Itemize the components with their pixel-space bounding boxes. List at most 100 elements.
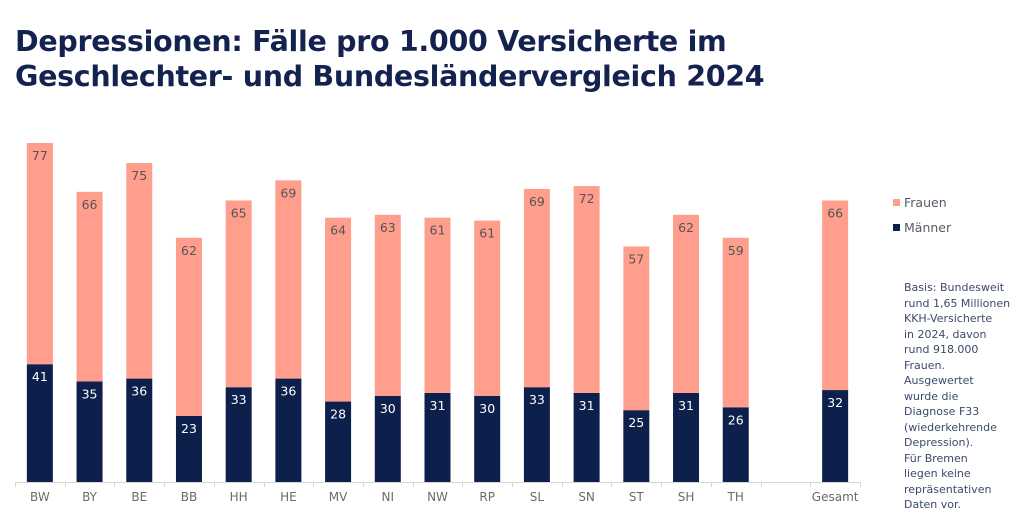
footnote-line: KKH-Versicherte: [904, 312, 993, 325]
data-label-maenner: 31: [579, 398, 595, 413]
data-label-maenner: 31: [678, 398, 694, 413]
chart-title: Depressionen: Fälle pro 1.000 Versichert…: [15, 24, 875, 94]
data-label-maenner: 36: [280, 384, 296, 399]
bar-frauen: [573, 186, 600, 393]
footnote-line: Depression).: [904, 436, 974, 449]
data-label-frauen: 61: [430, 223, 446, 238]
data-label-frauen: 65: [231, 205, 247, 220]
data-label-maenner: 33: [231, 392, 247, 407]
x-tick-label: SN: [578, 490, 595, 504]
footnote-line: repräsentativen: [904, 482, 992, 496]
footnote: Basis: Bundesweit rund 1,65 Millionen KKH-…: [904, 280, 1022, 513]
bar-maenner: [325, 401, 352, 482]
data-label-frauen: 69: [529, 194, 545, 209]
footnote-line: rund 918.000: [904, 343, 979, 356]
x-tick-label: MV: [329, 490, 348, 504]
data-label-maenner: 36: [131, 384, 147, 399]
footnote-line: Für Bremen: [904, 451, 968, 465]
footnote-line: Diagnose F33: [904, 405, 980, 418]
bar-frauen: [673, 214, 700, 393]
legend-label-frauen: Frauen: [904, 195, 947, 210]
x-tick-label: NI: [382, 490, 395, 504]
data-label-frauen: 61: [479, 226, 495, 241]
data-label-frauen: 59: [728, 243, 744, 258]
footnote-line: Basis: Bundesweit: [904, 281, 1005, 294]
data-label-maenner: 33: [529, 392, 545, 407]
bar-maenner: [424, 392, 451, 482]
bar-maenner: [722, 407, 749, 482]
bar-frauen: [76, 191, 103, 382]
data-label-maenner: 30: [380, 401, 396, 416]
data-label-frauen: 57: [628, 251, 644, 266]
bar-maenner: [374, 395, 401, 482]
x-tick-label: SH: [678, 490, 695, 504]
data-label-maenner: 28: [330, 407, 346, 422]
x-tick-label: SL: [530, 490, 545, 504]
footnote-line: liegen keine: [904, 467, 971, 480]
x-tick-label: HE: [280, 490, 297, 504]
footnote-line: rund 1,65 Millionen: [904, 296, 1011, 310]
bar-frauen: [26, 143, 53, 365]
x-tick-label: NW: [427, 490, 448, 504]
x-tick-label: Gesamt: [812, 490, 859, 504]
bar-maenner: [822, 390, 849, 482]
bar-frauen: [523, 188, 550, 388]
bar-frauen: [126, 163, 153, 379]
bar-frauen: [225, 200, 252, 388]
chart-title-line-2: Geschlechter- und Bundesländervergleich …: [15, 60, 765, 93]
data-label-maenner: 25: [628, 415, 644, 430]
data-label-frauen: 62: [678, 220, 694, 235]
data-label-frauen: 62: [181, 243, 197, 258]
x-tick-label: BY: [82, 490, 98, 504]
x-tick-label: RP: [479, 490, 495, 504]
bar-frauen: [822, 200, 849, 391]
bar-maenner: [126, 378, 153, 482]
data-label-maenner: 23: [181, 421, 197, 436]
legend-label-maenner: Männer: [904, 220, 952, 235]
data-label-maenner: 35: [82, 386, 98, 401]
data-label-frauen: 66: [82, 197, 98, 212]
footnote-line: (wiederkehrende: [904, 420, 997, 434]
x-tick-label: HH: [230, 490, 248, 504]
data-label-frauen: 75: [131, 168, 147, 183]
data-label-maenner: 32: [827, 395, 843, 410]
data-label-frauen: 64: [330, 223, 346, 238]
bar-maenner: [673, 392, 700, 482]
legend-swatch-maenner: [893, 224, 900, 231]
data-label-maenner: 41: [32, 369, 48, 384]
bar-frauen: [424, 217, 451, 393]
data-label-frauen: 63: [380, 220, 396, 235]
footnote-line: in 2024, davon: [904, 327, 987, 341]
data-label-frauen: 66: [827, 205, 843, 220]
bar-maenner: [523, 387, 550, 482]
bar-frauen: [175, 237, 202, 416]
chart-title-line-1: Depressionen: Fälle pro 1.000 Versichert…: [15, 25, 727, 58]
legend-swatch-frauen: [893, 199, 900, 206]
x-tick-label: TH: [727, 490, 744, 504]
data-label-maenner: 26: [728, 412, 744, 427]
data-label-maenner: 31: [430, 398, 446, 413]
bar-frauen: [275, 180, 302, 379]
footnote-line: Frauen.: [904, 358, 945, 372]
bar-maenner: [573, 392, 600, 482]
x-tick-label: BB: [181, 490, 197, 504]
bar-maenner: [225, 387, 252, 482]
bar-maenner: [623, 410, 650, 482]
bar-maenner: [26, 364, 53, 482]
legend: Frauen Männer: [893, 190, 951, 240]
footnote-line: Daten vor.: [904, 498, 962, 511]
bar-frauen: [374, 214, 401, 396]
bar-maenner: [275, 378, 302, 482]
bar-maenner: [76, 381, 103, 482]
bar-frauen: [623, 246, 650, 411]
data-label-frauen: 72: [579, 191, 595, 206]
x-tick-label: BW: [30, 490, 50, 504]
data-label-maenner: 30: [479, 401, 495, 416]
legend-item-maenner: Männer: [893, 215, 951, 240]
footnote-line: Ausgewertet: [904, 374, 974, 387]
bar-maenner: [175, 415, 202, 482]
bar-frauen: [722, 237, 749, 408]
footnote-line: wurde die: [904, 389, 959, 403]
x-tick-label: BE: [131, 490, 147, 504]
